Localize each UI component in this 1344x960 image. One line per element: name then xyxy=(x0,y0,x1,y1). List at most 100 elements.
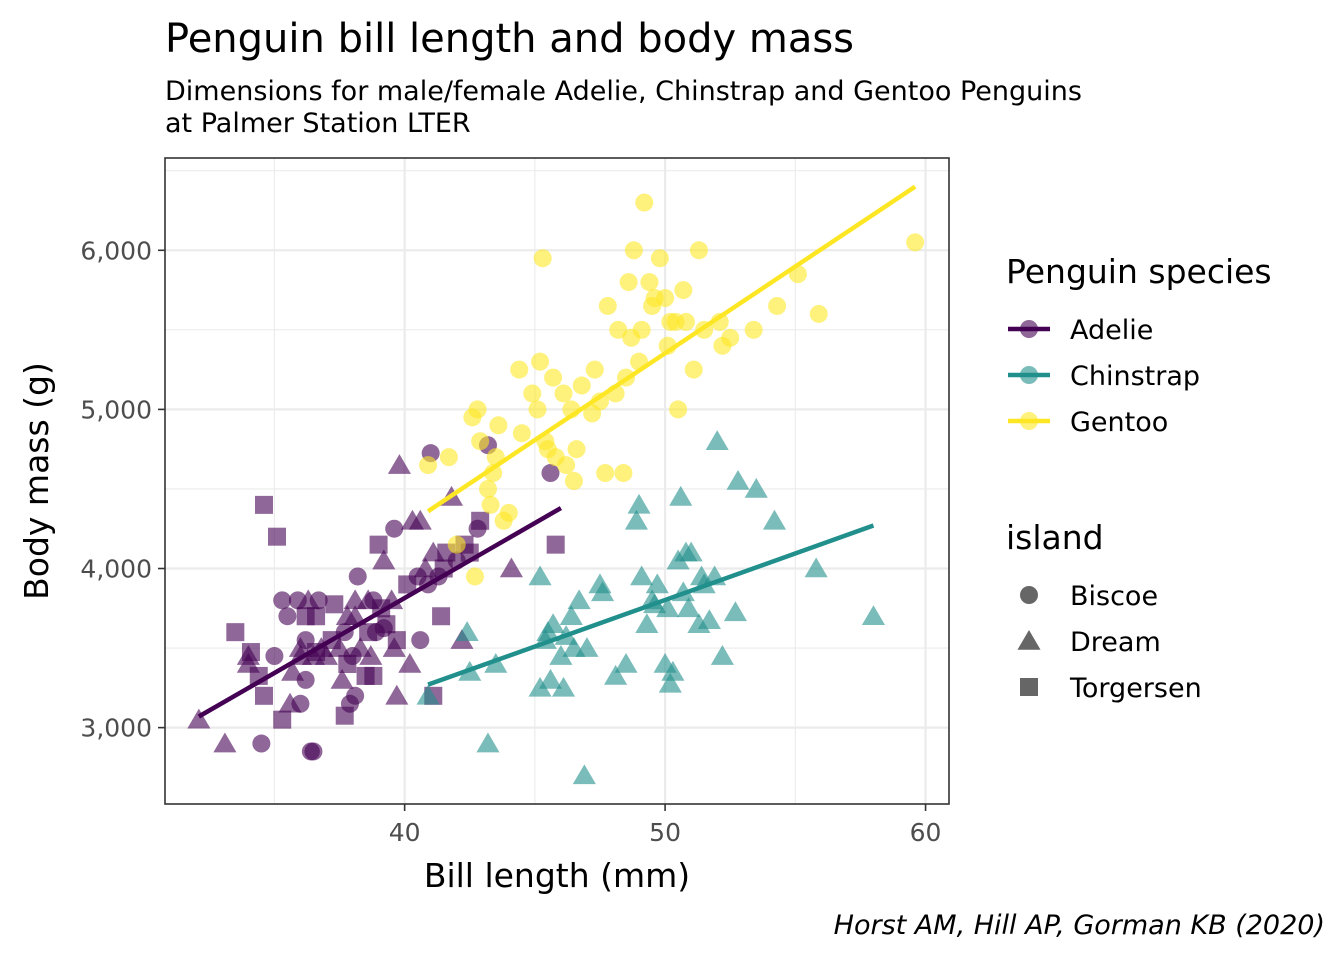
point-gentoo xyxy=(554,384,573,403)
point-chinstrap xyxy=(679,541,703,562)
point-gentoo xyxy=(510,360,529,379)
point-chinstrap xyxy=(572,764,596,785)
point-chinstrap xyxy=(861,605,886,626)
point-gentoo xyxy=(544,368,563,387)
chart-subtitle-line-2: at Palmer Station LTER xyxy=(165,108,471,139)
point-gentoo xyxy=(533,249,552,268)
point-adelie xyxy=(213,732,237,753)
point-gentoo xyxy=(906,233,925,252)
point-adelie xyxy=(385,684,409,705)
point-gentoo xyxy=(447,535,466,554)
point-adelie xyxy=(411,631,430,650)
point-gentoo xyxy=(632,320,651,339)
legend-key-shape-biscoe xyxy=(1020,586,1038,604)
point-gentoo xyxy=(468,400,487,419)
point-chinstrap xyxy=(591,581,615,602)
point-chinstrap xyxy=(762,509,787,530)
trend-line-adelie xyxy=(197,506,563,719)
point-adelie xyxy=(348,637,372,657)
point-gentoo xyxy=(598,296,617,315)
point-gentoo xyxy=(619,273,638,292)
legend-label-torgersen: Torgersen xyxy=(1069,673,1202,704)
point-gentoo xyxy=(676,312,695,331)
point-chinstrap xyxy=(551,676,576,697)
point-adelie xyxy=(254,495,273,514)
point-adelie xyxy=(348,567,367,586)
point-adelie xyxy=(387,454,411,474)
point-gentoo xyxy=(609,320,628,339)
point-adelie xyxy=(241,643,260,662)
point-gentoo xyxy=(640,273,659,292)
point-adelie xyxy=(408,509,432,530)
point-adelie xyxy=(273,591,292,610)
y-tick-label: 4,000 xyxy=(80,555,152,584)
point-chinstrap xyxy=(723,601,747,622)
legend-species: Penguin species Adelie Chinstrap Gentoo xyxy=(1006,252,1272,438)
trend-lines xyxy=(197,184,917,719)
point-gentoo xyxy=(650,249,669,268)
point-chinstrap xyxy=(658,672,682,693)
point-gentoo xyxy=(684,360,703,379)
point-gentoo xyxy=(596,464,615,483)
point-gentoo xyxy=(478,479,497,498)
point-adelie xyxy=(343,605,367,626)
point-gentoo xyxy=(567,440,586,459)
point-chinstrap xyxy=(614,652,638,673)
point-adelie xyxy=(226,623,245,642)
point-adelie xyxy=(398,652,422,673)
legend-key-shape-torgersen xyxy=(1020,678,1038,696)
point-adelie xyxy=(359,645,383,665)
point-adelie xyxy=(387,631,406,650)
y-axis-title: Body mass (g) xyxy=(17,362,56,600)
point-gentoo xyxy=(528,400,547,419)
point-gentoo xyxy=(590,392,609,411)
point-adelie xyxy=(309,591,328,610)
point-chinstrap xyxy=(549,645,573,665)
point-adelie xyxy=(296,670,315,689)
point-chinstrap xyxy=(528,565,552,586)
point-chinstrap xyxy=(476,732,500,753)
legend-species-title: Penguin species xyxy=(1006,252,1272,291)
legend-label-gentoo: Gentoo xyxy=(1070,407,1168,438)
point-chinstrap xyxy=(645,573,669,594)
point-chinstrap xyxy=(567,589,591,610)
point-chinstrap xyxy=(528,676,552,697)
chart-title: Penguin bill length and body mass xyxy=(165,16,854,62)
point-gentoo xyxy=(572,376,591,395)
point-adelie xyxy=(265,647,284,666)
point-gentoo xyxy=(585,360,604,379)
point-adelie xyxy=(385,519,404,538)
point-gentoo xyxy=(674,281,693,300)
legend-species-keys xyxy=(1008,320,1050,430)
x-tick-label: 40 xyxy=(389,818,421,847)
legend-label-biscoe: Biscoe xyxy=(1070,581,1158,612)
panel-border xyxy=(164,157,950,805)
point-gentoo xyxy=(656,289,675,308)
point-adelie xyxy=(278,607,297,626)
legend-key-shape-dream xyxy=(1017,630,1041,650)
y-tick-label: 5,000 xyxy=(80,395,152,424)
point-chinstrap xyxy=(710,645,734,665)
point-adelie xyxy=(314,645,339,665)
x-tick-label: 60 xyxy=(910,818,942,847)
point-gentoo xyxy=(635,193,654,212)
y-tick-label: 3,000 xyxy=(80,714,152,743)
point-gentoo xyxy=(439,448,458,467)
point-adelie xyxy=(372,549,396,570)
point-adelie xyxy=(432,607,451,626)
point-gentoo xyxy=(721,328,740,347)
point-chinstrap xyxy=(541,613,565,634)
point-chinstrap xyxy=(661,660,685,681)
point-adelie xyxy=(369,535,388,554)
point-gentoo xyxy=(809,304,828,323)
point-chinstrap xyxy=(676,597,701,618)
point-gentoo xyxy=(689,241,708,260)
legend-key-dot-adelie xyxy=(1020,320,1038,338)
point-chinstrap xyxy=(627,493,651,514)
point-chinstrap xyxy=(416,684,440,705)
point-gentoo xyxy=(512,424,531,443)
point-chinstrap xyxy=(575,637,599,657)
point-gentoo xyxy=(564,472,583,490)
point-gentoo xyxy=(471,432,490,451)
